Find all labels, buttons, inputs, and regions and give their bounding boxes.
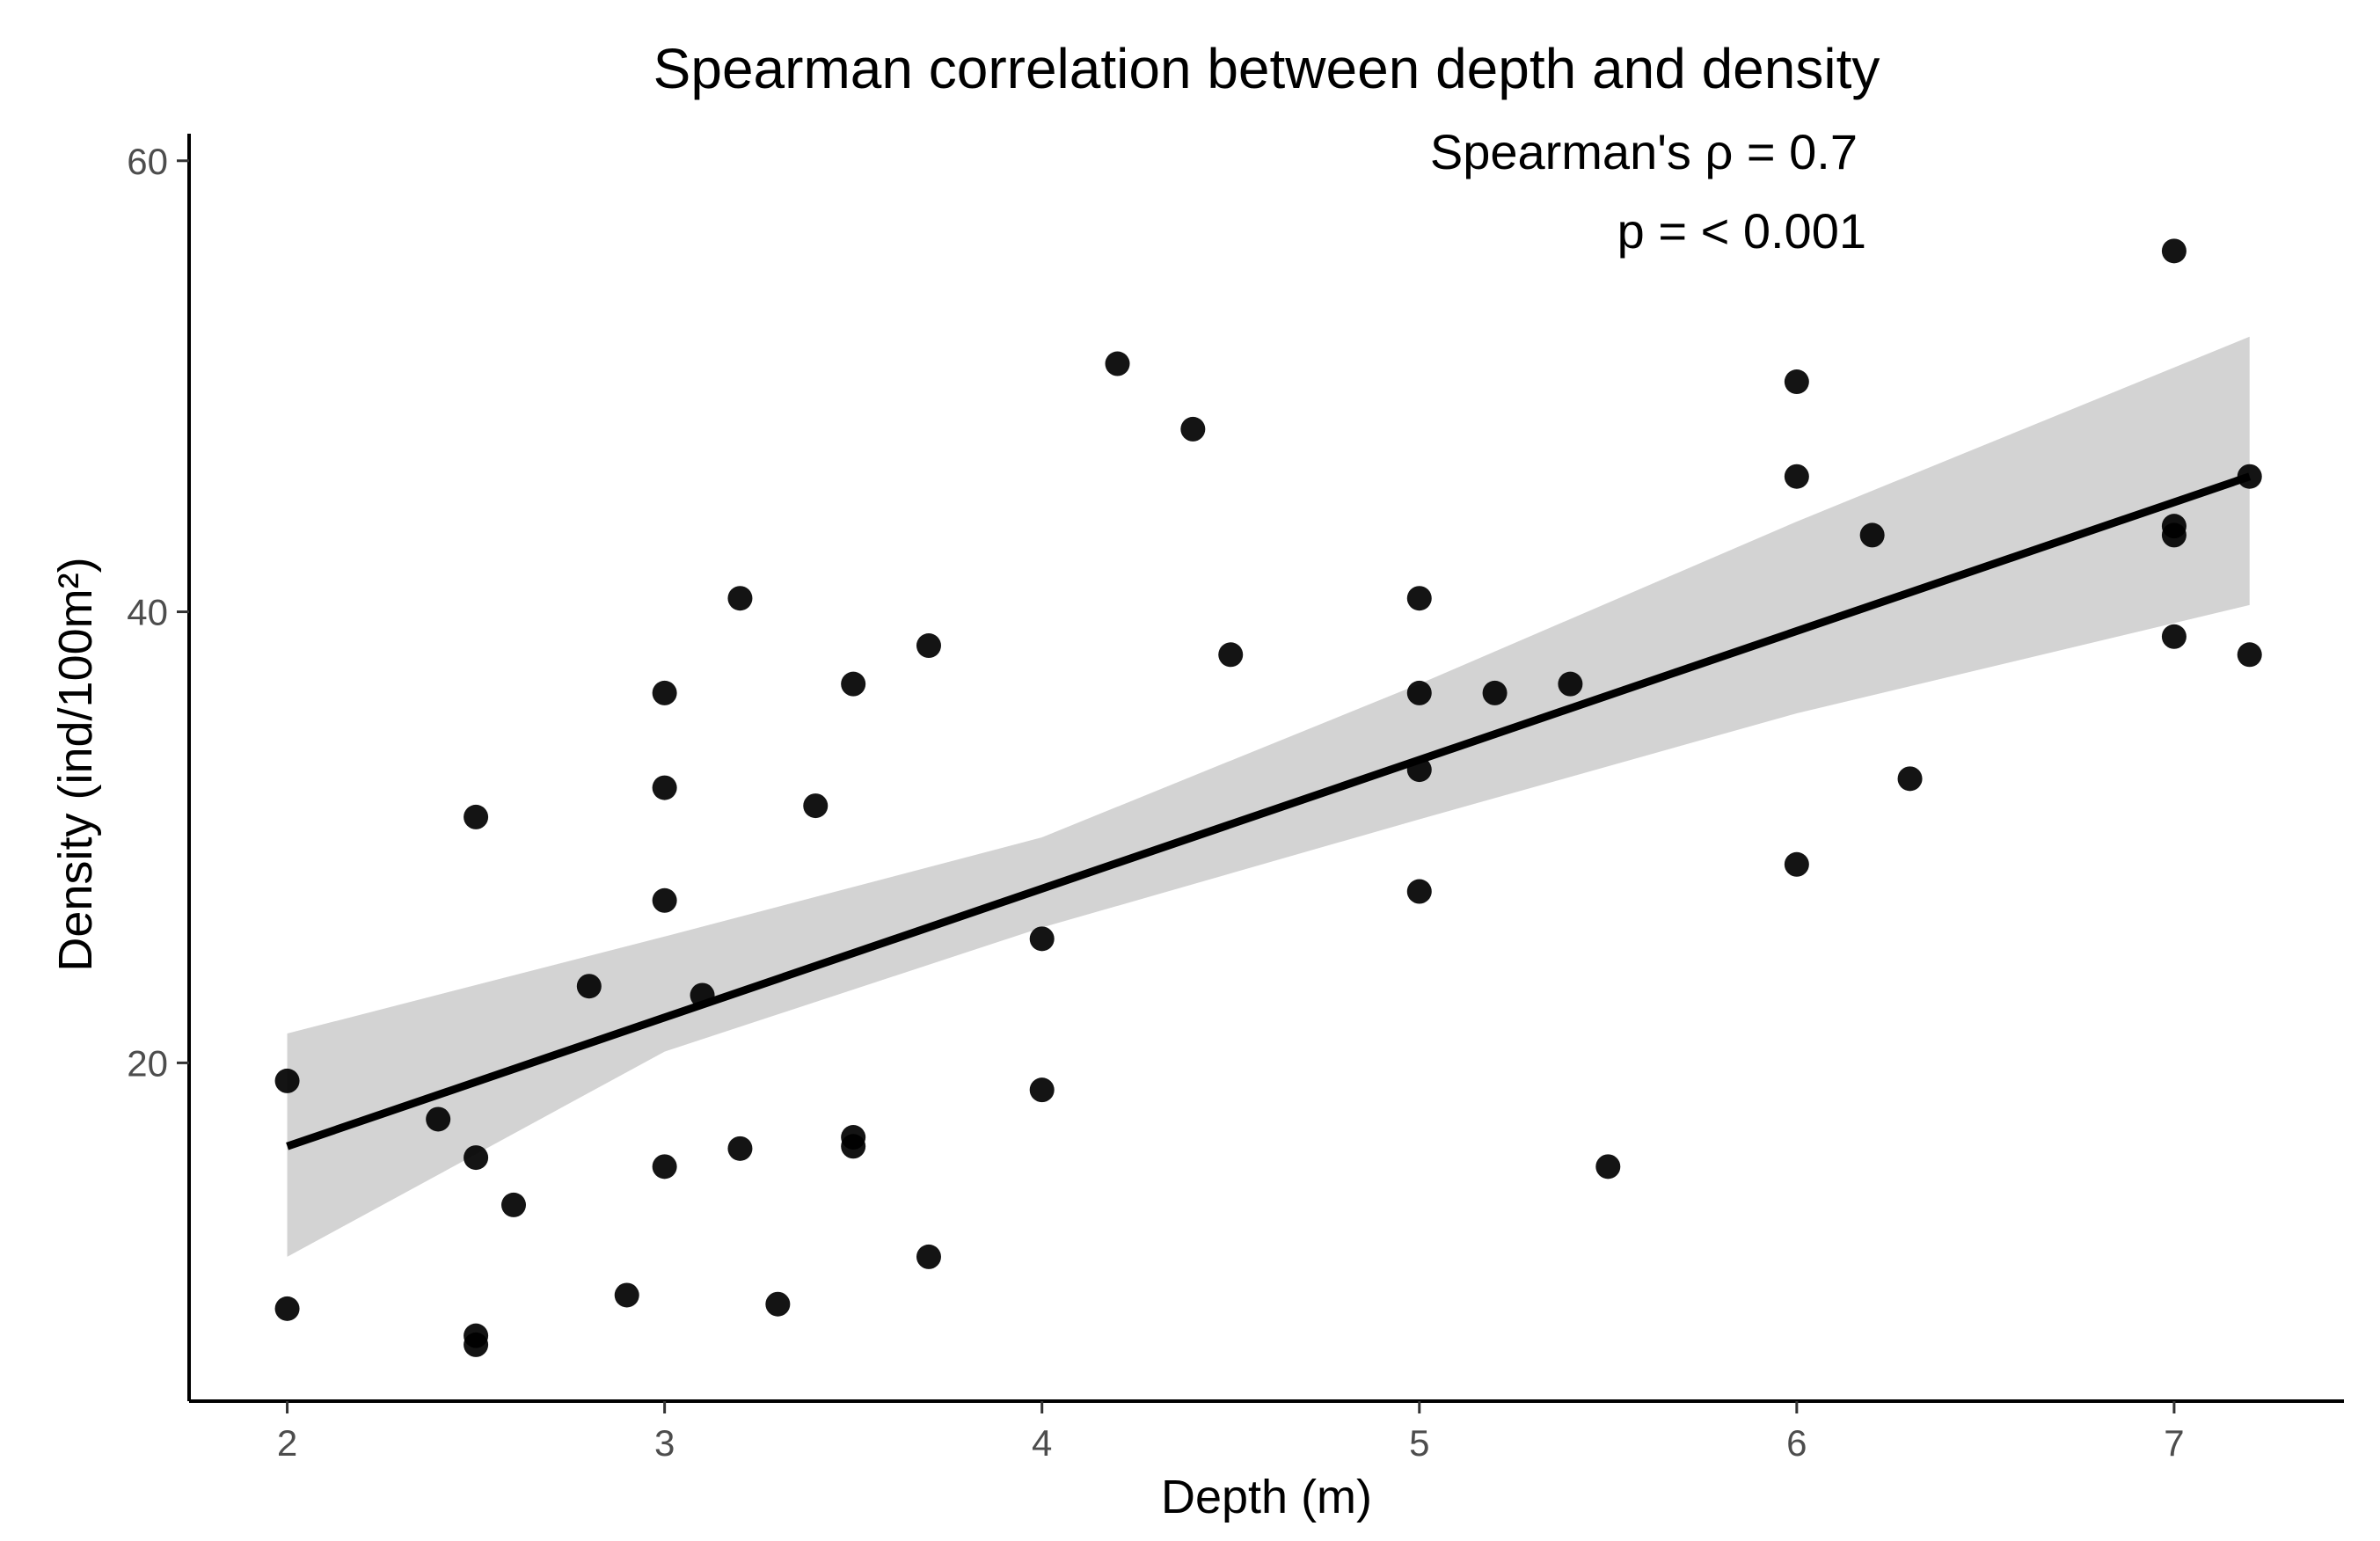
data-point bbox=[916, 1244, 941, 1269]
data-point bbox=[1029, 926, 1055, 952]
data-point bbox=[426, 1106, 451, 1132]
data-point bbox=[1482, 680, 1508, 705]
y-tick-label: 60 bbox=[127, 141, 168, 182]
data-point bbox=[916, 633, 941, 659]
data-point bbox=[652, 1154, 677, 1179]
x-axis-title: Depth (m) bbox=[1161, 1471, 1372, 1523]
data-point bbox=[2161, 238, 2187, 264]
chart-title: Spearman correlation between depth and d… bbox=[653, 37, 1880, 100]
x-tick-label: 4 bbox=[1032, 1422, 1052, 1464]
y-axis-ticks: 20 40 60 bbox=[127, 141, 189, 1084]
data-point bbox=[2237, 642, 2262, 668]
data-point bbox=[1784, 464, 1809, 489]
data-point bbox=[501, 1192, 527, 1217]
data-point bbox=[652, 887, 677, 913]
data-point bbox=[1406, 586, 1432, 611]
x-tick-label: 6 bbox=[1786, 1422, 1807, 1464]
y-tick-label: 40 bbox=[127, 592, 168, 633]
data-point bbox=[576, 974, 602, 999]
data-point bbox=[652, 775, 677, 800]
data-point bbox=[1406, 680, 1432, 705]
data-point bbox=[841, 1134, 866, 1159]
data-point bbox=[1897, 766, 1923, 792]
confidence-band bbox=[287, 336, 2250, 1257]
data-point bbox=[765, 1291, 791, 1317]
data-point bbox=[803, 793, 829, 819]
fit-line-layer bbox=[286, 472, 2252, 1150]
data-point bbox=[2161, 522, 2187, 548]
x-tick-label: 3 bbox=[654, 1422, 675, 1464]
x-tick-label: 5 bbox=[1409, 1422, 1429, 1464]
y-tick-label: 20 bbox=[127, 1042, 168, 1084]
data-point bbox=[2161, 624, 2187, 649]
data-point bbox=[1105, 351, 1130, 376]
x-axis-ticks: 2 3 4 5 6 7 bbox=[277, 1401, 2185, 1464]
x-tick-label: 7 bbox=[2164, 1422, 2184, 1464]
data-point bbox=[727, 1136, 753, 1161]
p-value-annotation: p = < 0.001 bbox=[1617, 203, 1866, 259]
spearman-rho-annotation: Spearman's ρ = 0.7 bbox=[1430, 124, 1858, 179]
data-point bbox=[1029, 1077, 1055, 1103]
data-point bbox=[1595, 1154, 1621, 1179]
data-point bbox=[274, 1068, 300, 1093]
regression-line bbox=[286, 472, 2252, 1150]
data-point bbox=[1859, 522, 1885, 548]
data-points-layer bbox=[274, 238, 2262, 1357]
data-point bbox=[841, 671, 866, 697]
data-point bbox=[464, 1332, 489, 1357]
data-point bbox=[727, 586, 753, 611]
x-tick-label: 2 bbox=[277, 1422, 297, 1464]
data-point bbox=[1558, 671, 1583, 697]
y-axis-title: Density (ind/100m²) bbox=[49, 557, 102, 971]
data-point bbox=[1218, 642, 1244, 668]
data-point bbox=[464, 804, 489, 829]
data-point bbox=[1784, 369, 1809, 395]
data-point bbox=[1784, 851, 1809, 877]
data-point bbox=[1406, 879, 1432, 904]
data-point bbox=[274, 1296, 300, 1321]
data-point bbox=[464, 1145, 489, 1171]
confidence-band-layer bbox=[287, 336, 2250, 1257]
data-point bbox=[1180, 416, 1206, 442]
data-point bbox=[652, 680, 677, 705]
data-point bbox=[614, 1282, 639, 1308]
